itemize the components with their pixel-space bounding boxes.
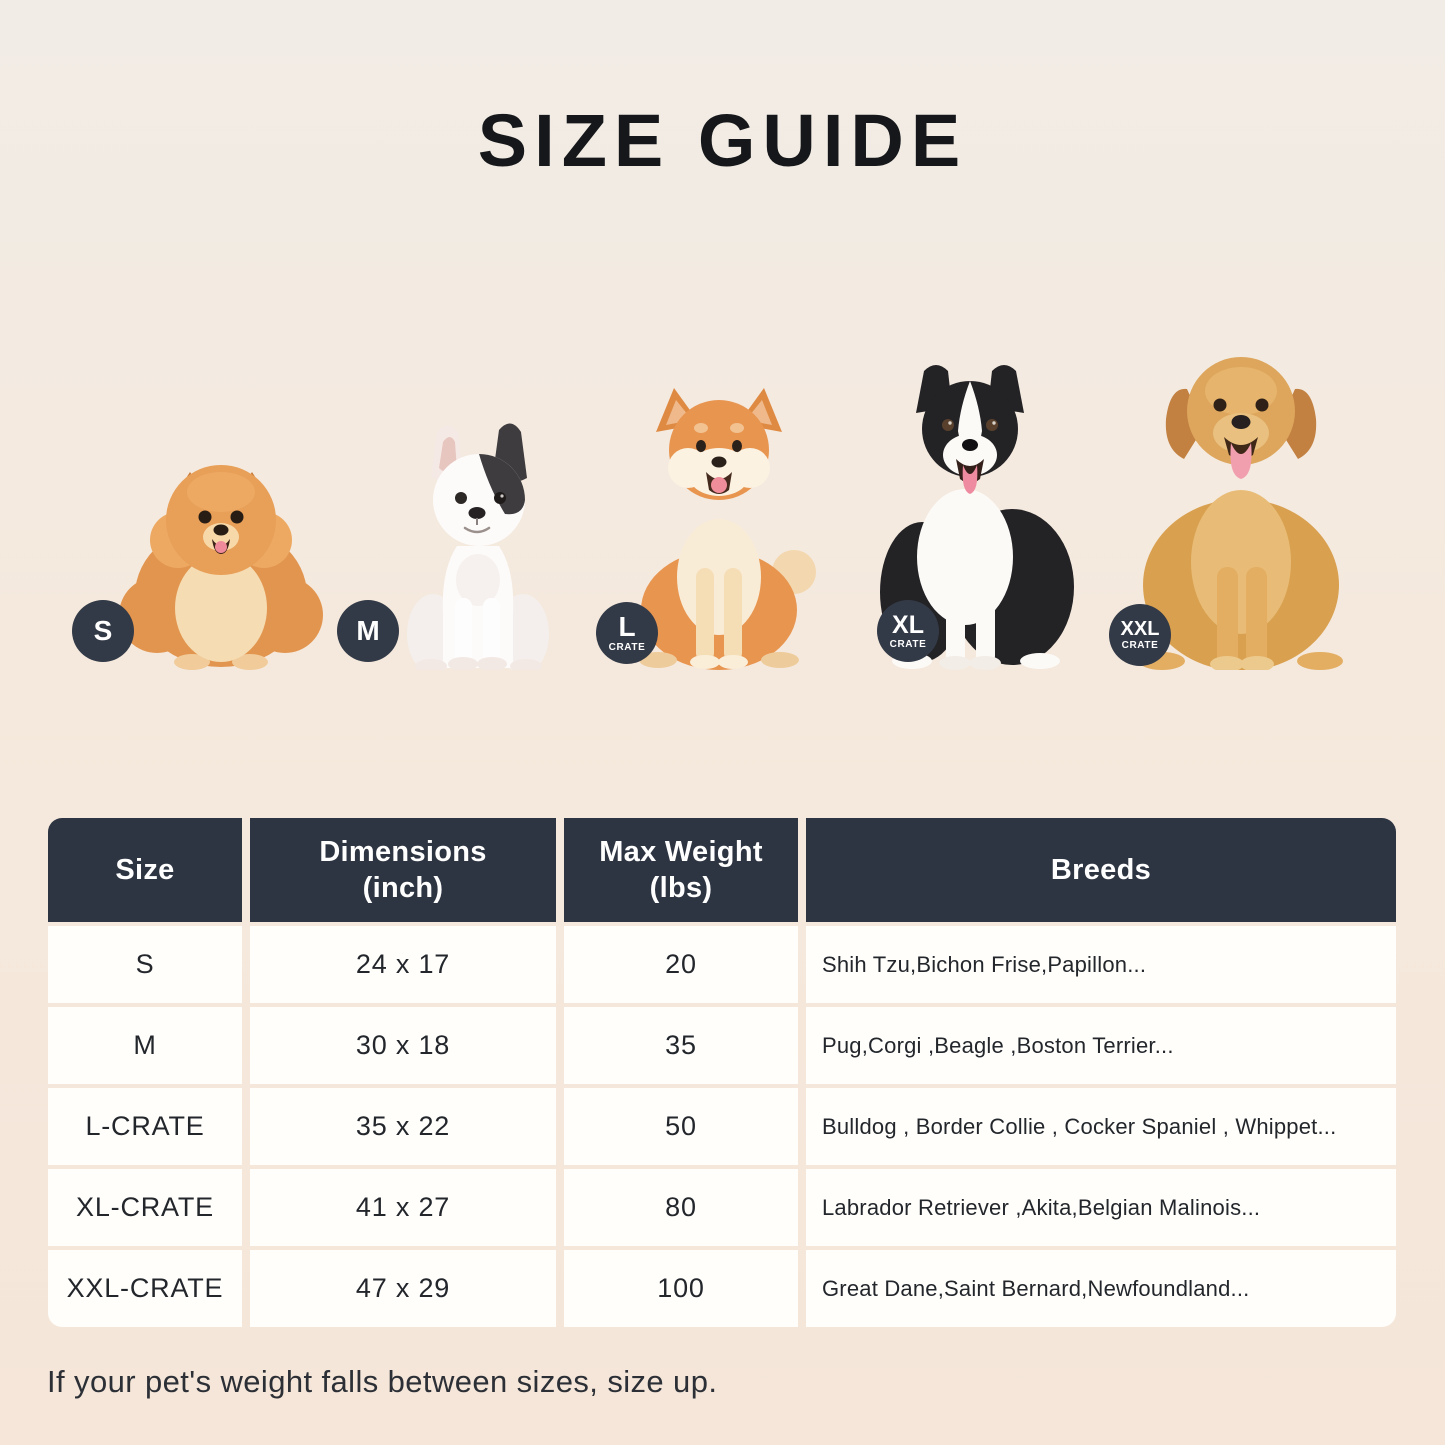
size-badge-label: XXL: [1120, 618, 1160, 640]
size-badge-sublabel: CRATE: [1121, 640, 1159, 651]
column-header-breeds: Breeds: [806, 818, 1396, 922]
size-badge-s: S: [72, 600, 134, 662]
breeds-cell: Shih Tzu,Bichon Frise,Papillon...: [806, 926, 1396, 1003]
column-header-size: Size: [48, 818, 242, 922]
shiba-inu-photo: [616, 372, 822, 670]
size-cell: XXL-CRATE: [48, 1250, 242, 1327]
max-weight-cell: 80: [564, 1169, 798, 1246]
dimensions-cell: 30 x 18: [250, 1007, 556, 1084]
dogs-row: S M L CRATE XL CRATE XXL CRATE: [0, 230, 1445, 670]
size-cell: S: [48, 926, 242, 1003]
size-badge-xl-crate: XL CRATE: [877, 600, 939, 662]
size-cell: XL-CRATE: [48, 1169, 242, 1246]
pomeranian-photo: [112, 440, 330, 670]
size-badge-sublabel: CRATE: [608, 642, 646, 653]
breeds-cell: Great Dane,Saint Bernard,Newfoundland...: [806, 1250, 1396, 1327]
size-badge-xxl-crate: XXL CRATE: [1109, 604, 1171, 666]
size-badge-label: S: [93, 615, 113, 646]
max-weight-cell: 20: [564, 926, 798, 1003]
size-badge-label: M: [356, 615, 380, 646]
size-badge-label: L: [618, 611, 636, 642]
max-weight-cell: 35: [564, 1007, 798, 1084]
size-cell: M: [48, 1007, 242, 1084]
dimensions-cell: 41 x 27: [250, 1169, 556, 1246]
column-header-max-weight: Max Weight (lbs): [564, 818, 798, 922]
sizing-note: If your pet's weight falls between sizes…: [47, 1364, 718, 1399]
french-bulldog-photo: [393, 418, 565, 670]
size-badge-l-crate: L CRATE: [596, 602, 658, 664]
size-badge-sublabel: CRATE: [889, 638, 927, 650]
breeds-cell: Pug,Corgi ,Beagle ,Boston Terrier...: [806, 1007, 1396, 1084]
dimensions-cell: 35 x 22: [250, 1088, 556, 1165]
dimensions-cell: 47 x 29: [250, 1250, 556, 1327]
size-table: Size Dimensions (inch) Max Weight (lbs) …: [48, 818, 1396, 1327]
size-cell: L-CRATE: [48, 1088, 242, 1165]
column-header-dimensions: Dimensions (inch): [250, 818, 556, 922]
size-badge-label: XL: [892, 610, 924, 639]
max-weight-cell: 100: [564, 1250, 798, 1327]
breeds-cell: Labrador Retriever ,Akita,Belgian Malino…: [806, 1169, 1396, 1246]
dimensions-cell: 24 x 17: [250, 926, 556, 1003]
page-title: SIZE GUIDE: [477, 99, 968, 182]
border-collie-photo: [860, 357, 1080, 670]
breeds-cell: Bulldog , Border Collie , Cocker Spaniel…: [806, 1088, 1396, 1165]
size-badge-m: M: [337, 600, 399, 662]
golden-retriever-photo: [1120, 327, 1362, 670]
max-weight-cell: 50: [564, 1088, 798, 1165]
